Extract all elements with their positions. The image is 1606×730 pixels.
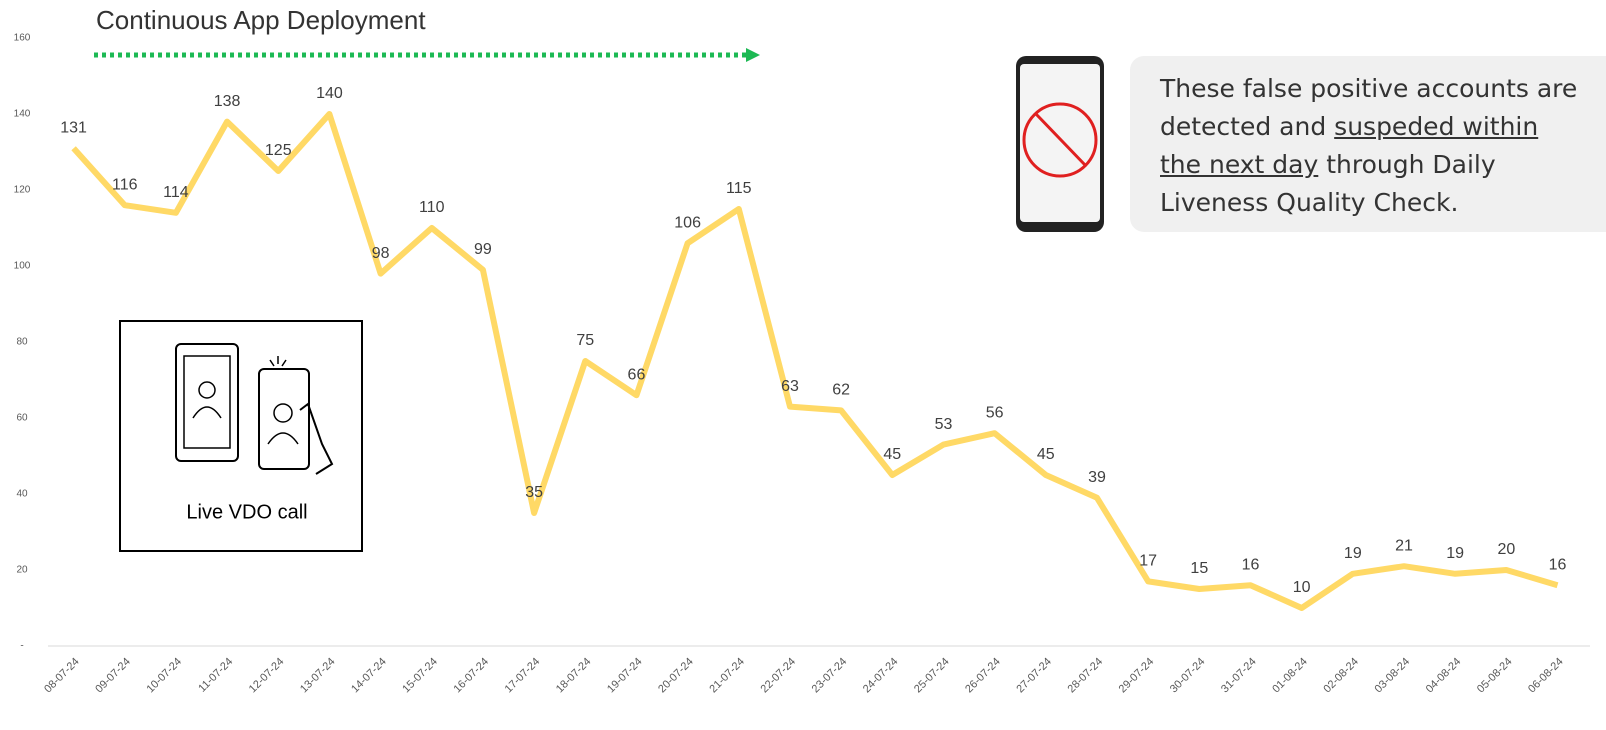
callout-text: detected and xyxy=(1160,112,1334,141)
data-label: 35 xyxy=(525,484,543,501)
x-tick-label: 19-07-24 xyxy=(605,656,645,696)
x-tick-label: 01-08-24 xyxy=(1270,656,1310,696)
x-tick-label: 04-08-24 xyxy=(1424,656,1464,696)
data-label: 56 xyxy=(986,404,1004,421)
x-tick-label: 17-07-24 xyxy=(503,656,543,696)
y-tick-label: 60 xyxy=(16,413,28,424)
data-label: 66 xyxy=(628,366,646,383)
x-tick-label: 25-07-24 xyxy=(912,656,952,696)
data-label: 45 xyxy=(1037,446,1055,463)
data-label: 10 xyxy=(1293,579,1311,596)
x-tick-label: 03-08-24 xyxy=(1373,656,1413,696)
x-tick-label: 31-07-24 xyxy=(1219,656,1259,696)
image-caption: Live VDO call xyxy=(186,501,307,523)
data-label: 110 xyxy=(419,199,445,216)
data-label: 140 xyxy=(316,85,343,102)
data-label: 138 xyxy=(214,93,241,110)
x-tick-label: 28-07-24 xyxy=(1066,656,1106,696)
x-tick-label: 16-07-24 xyxy=(451,656,491,696)
data-label: 75 xyxy=(576,332,594,349)
x-tick-label: 10-07-24 xyxy=(144,656,184,696)
y-tick-label: 160 xyxy=(14,33,31,44)
data-label: 131 xyxy=(60,119,87,136)
data-label: 106 xyxy=(674,214,701,231)
x-tick-label: 22-07-24 xyxy=(759,656,799,696)
data-label: 53 xyxy=(935,416,953,433)
x-tick-label: 29-07-24 xyxy=(1117,656,1157,696)
x-tick-label: 11-07-24 xyxy=(196,656,235,695)
data-label: 62 xyxy=(832,382,850,399)
x-tick-label: 27-07-24 xyxy=(1014,656,1054,696)
x-tick-label: 05-08-24 xyxy=(1475,656,1515,696)
y-tick-label: 40 xyxy=(16,489,28,500)
y-tick-label: 100 xyxy=(14,261,31,272)
x-tick-label: 13-07-24 xyxy=(298,656,338,696)
data-label: 45 xyxy=(883,446,901,463)
x-tick-label: 02-08-24 xyxy=(1321,656,1361,696)
data-label: 20 xyxy=(1497,541,1515,558)
live-vdo-box: Live VDO call xyxy=(120,321,362,551)
x-tick-label: 23-07-24 xyxy=(810,656,850,696)
x-tick-label: 21-07-24 xyxy=(707,656,747,696)
data-label: 21 xyxy=(1395,537,1413,554)
chart-title: Continuous App Deployment xyxy=(96,5,426,35)
page: Continuous App Deployment Live VDO call … xyxy=(0,0,1606,730)
x-tick-label: 09-07-24 xyxy=(93,656,133,696)
data-label: 63 xyxy=(781,378,799,395)
data-label: 125 xyxy=(265,142,292,159)
x-tick-label: 20-07-24 xyxy=(656,656,696,696)
y-tick-label: 140 xyxy=(14,109,31,120)
y-tick-label: 120 xyxy=(14,185,31,196)
callout-underlined: suspeded within xyxy=(1334,112,1538,141)
x-tick-label: 26-07-24 xyxy=(963,656,1003,696)
data-label: 19 xyxy=(1344,545,1362,562)
data-label: 19 xyxy=(1446,545,1464,562)
arrow-head xyxy=(746,48,760,62)
y-tick-label: 20 xyxy=(16,565,28,576)
data-label: 99 xyxy=(474,241,492,258)
data-label: 115 xyxy=(726,180,752,197)
data-label: 98 xyxy=(372,245,390,262)
data-label: 16 xyxy=(1549,556,1567,573)
x-tick-label: 06-08-24 xyxy=(1526,656,1566,696)
x-tick-label: 18-07-24 xyxy=(554,656,594,696)
phone-image xyxy=(1016,56,1104,232)
data-label: 17 xyxy=(1139,553,1157,570)
x-tick-label: 30-07-24 xyxy=(1168,656,1208,696)
callout-text: Liveness Quality Check. xyxy=(1160,188,1458,217)
callout-text: These false positive accounts are xyxy=(1160,74,1577,103)
x-tick-label: 14-07-24 xyxy=(349,656,389,696)
data-label: 114 xyxy=(163,184,189,201)
data-label: 15 xyxy=(1190,560,1208,577)
data-label: 116 xyxy=(112,176,138,193)
y-tick-label: 80 xyxy=(16,337,28,348)
data-label: 16 xyxy=(1242,556,1260,573)
y-tick-label: - xyxy=(20,641,23,652)
x-tick-label: 12-07-24 xyxy=(247,656,287,696)
callout: These false positive accounts are detecte… xyxy=(1130,56,1606,232)
x-tick-label: 24-07-24 xyxy=(861,656,901,696)
data-label: 39 xyxy=(1088,469,1106,486)
callout-text: through Daily xyxy=(1318,150,1495,179)
x-tick-label: 15-07-24 xyxy=(400,656,440,696)
x-tick-label: 08-07-24 xyxy=(42,656,82,696)
callout-underlined: the next day xyxy=(1160,150,1318,179)
